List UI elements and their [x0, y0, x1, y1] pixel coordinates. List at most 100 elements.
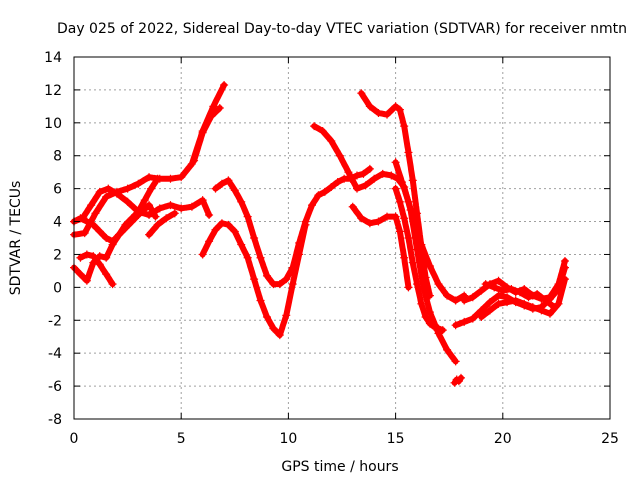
data-point	[166, 174, 175, 183]
data-point	[438, 326, 447, 335]
data-point	[320, 187, 329, 196]
data-point	[353, 171, 362, 180]
data-point	[190, 156, 199, 165]
data-point	[477, 286, 486, 295]
data-point	[95, 227, 104, 236]
data-point	[134, 210, 143, 219]
series-track	[392, 159, 468, 304]
data-point	[404, 283, 413, 292]
data-point	[145, 201, 154, 210]
series-track-p	[460, 257, 569, 305]
data-point	[507, 285, 516, 294]
data-point	[211, 225, 220, 234]
y-tick-label: 12	[44, 83, 62, 99]
x-tick-label: 15	[387, 431, 405, 447]
data-point	[275, 331, 284, 340]
data-point	[365, 102, 374, 111]
data-point	[102, 192, 111, 201]
data-point	[288, 263, 297, 272]
data-point	[147, 184, 156, 193]
series-track	[349, 203, 412, 291]
data-point	[224, 176, 233, 185]
data-point	[398, 178, 407, 187]
data-point	[365, 164, 374, 173]
series-track	[146, 210, 178, 238]
data-point	[374, 108, 383, 117]
data-point	[451, 321, 460, 330]
data-point	[413, 280, 422, 289]
data-point	[524, 293, 533, 302]
data-point	[400, 253, 409, 262]
series-track-q	[477, 275, 569, 321]
data-point	[282, 275, 291, 284]
data-point	[243, 212, 252, 221]
data-point	[348, 202, 357, 211]
data-point	[115, 230, 124, 239]
data-point	[374, 217, 383, 226]
data-point	[95, 187, 104, 196]
data-point	[425, 261, 434, 270]
x-tick-label: 20	[494, 431, 512, 447]
data-point	[490, 283, 499, 292]
data-point	[237, 240, 246, 249]
data-point	[262, 312, 271, 321]
data-point	[256, 296, 265, 305]
data-point	[537, 306, 546, 315]
data-point	[250, 275, 259, 284]
data-point	[443, 291, 452, 300]
data-point	[151, 212, 160, 221]
y-tick-label: 4	[53, 215, 62, 231]
data-point	[395, 197, 404, 206]
data-point	[430, 322, 439, 331]
data-point	[541, 296, 550, 305]
data-point	[102, 270, 111, 279]
data-point	[485, 306, 494, 315]
series-track-d	[70, 201, 160, 246]
data-point	[112, 189, 121, 198]
data-point	[108, 237, 117, 246]
data-point	[102, 253, 111, 262]
data-point	[205, 210, 214, 219]
data-point	[295, 238, 304, 247]
data-point	[434, 280, 443, 289]
data-point	[288, 280, 297, 289]
series-track	[478, 276, 568, 320]
data-point	[104, 184, 113, 193]
series-track-e	[76, 250, 117, 289]
data-point	[301, 217, 310, 226]
data-point	[383, 212, 392, 221]
data-point	[533, 289, 542, 298]
series-track	[199, 220, 309, 339]
data-point	[76, 253, 85, 262]
data-point	[198, 250, 207, 259]
data-point	[230, 227, 239, 236]
data-point	[468, 293, 477, 302]
data-point	[503, 298, 512, 307]
y-tick-label: -4	[48, 346, 62, 362]
data-point	[134, 179, 143, 188]
data-point	[198, 128, 207, 137]
data-point	[391, 212, 400, 221]
data-point	[307, 201, 316, 210]
data-point	[391, 158, 400, 167]
data-point	[545, 293, 554, 302]
data-point	[269, 324, 278, 333]
data-point	[451, 296, 460, 305]
data-point	[485, 298, 494, 307]
plot-frame	[73, 56, 611, 420]
data-point	[140, 196, 149, 205]
data-point	[187, 202, 196, 211]
data-point	[224, 220, 233, 229]
data-point	[410, 219, 419, 228]
data-point	[170, 209, 179, 218]
data-point	[327, 182, 336, 191]
data-point	[256, 253, 265, 262]
series-track-s	[450, 373, 465, 387]
data-point	[359, 169, 368, 178]
series-track-n	[391, 158, 469, 305]
data-point	[554, 299, 563, 308]
data-point	[87, 201, 96, 210]
data-point	[145, 230, 154, 239]
data-point	[80, 229, 89, 238]
